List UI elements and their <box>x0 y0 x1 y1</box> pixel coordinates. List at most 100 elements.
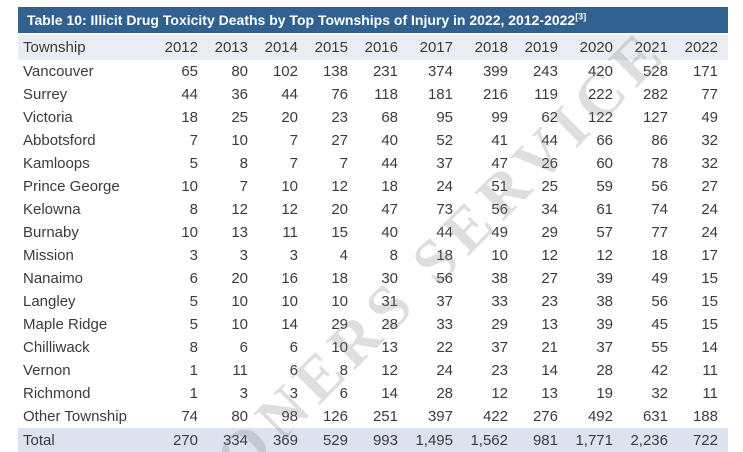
township-cell: Victoria <box>23 109 73 126</box>
column-header-2013: 2013 <box>214 39 248 56</box>
value-cell: 76 <box>331 86 348 103</box>
value-cell: 10 <box>181 224 198 241</box>
column-header-2020: 2020 <box>579 39 613 56</box>
value-cell: 77 <box>651 224 668 241</box>
value-cell: 12 <box>596 247 613 264</box>
value-cell: 32 <box>651 385 668 402</box>
column-header-2022: 2022 <box>684 39 718 56</box>
value-cell: 44 <box>436 224 453 241</box>
value-cell: 51 <box>491 178 508 195</box>
value-cell: 20 <box>331 201 348 218</box>
value-cell: 95 <box>436 109 453 126</box>
value-cell: 6 <box>239 339 248 356</box>
value-cell: 30 <box>381 270 398 287</box>
value-cell: 60 <box>596 155 613 172</box>
value-cell: 12 <box>231 201 248 218</box>
total-value-cell: 270 <box>172 431 198 449</box>
value-cell: 10 <box>231 293 248 310</box>
value-cell: 7 <box>289 132 298 149</box>
value-cell: 8 <box>239 155 248 172</box>
value-cell: 99 <box>491 109 508 126</box>
value-cell: 29 <box>491 316 508 333</box>
township-cell: Other Township <box>23 408 127 425</box>
value-cell: 49 <box>701 109 718 126</box>
value-cell: 40 <box>381 224 398 241</box>
value-cell: 57 <box>596 224 613 241</box>
value-cell: 6 <box>289 339 298 356</box>
value-cell: 74 <box>181 408 198 425</box>
column-header-township: Township <box>23 39 86 56</box>
value-cell: 39 <box>596 316 613 333</box>
value-cell: 74 <box>651 201 668 218</box>
value-cell: 28 <box>596 362 613 379</box>
value-cell: 39 <box>596 270 613 287</box>
value-cell: 28 <box>436 385 453 402</box>
value-cell: 14 <box>281 316 298 333</box>
value-cell: 6 <box>189 270 198 287</box>
value-cell: 40 <box>381 132 398 149</box>
table-row: Maple Ridge 5 10 14 29 28 33 29 13 39 45 15 <box>18 313 728 336</box>
value-cell: 171 <box>692 63 718 80</box>
value-cell: 5 <box>189 293 198 310</box>
township-cell: Kamloops <box>23 155 90 172</box>
value-cell: 25 <box>541 178 558 195</box>
value-cell: 1 <box>189 362 198 379</box>
value-cell: 10 <box>231 132 248 149</box>
value-cell: 45 <box>651 316 668 333</box>
table-title-footnote-marker: [3] <box>575 11 587 22</box>
value-cell: 56 <box>491 201 508 218</box>
table-row: Burnaby 10 13 11 15 40 44 49 29 57 77 24 <box>18 221 728 244</box>
township-cell: Burnaby <box>23 224 79 241</box>
table-10-block: Table 10: Illicit Drug Toxicity Deaths b… <box>18 7 728 452</box>
table-header-row: Township 2012 2013 2014 2015 2016 2017 2… <box>18 35 728 60</box>
column-header-2014: 2014 <box>264 39 298 56</box>
value-cell: 422 <box>482 408 508 425</box>
value-cell: 127 <box>642 109 668 126</box>
value-cell: 36 <box>231 86 248 103</box>
value-cell: 3 <box>189 247 198 264</box>
value-cell: 18 <box>381 178 398 195</box>
value-cell: 6 <box>339 385 348 402</box>
table-body: Vancouver 65 80 102 138 231 374 399 243 420 528 171… <box>18 60 728 452</box>
value-cell: 420 <box>587 63 613 80</box>
column-header-2018: 2018 <box>474 39 508 56</box>
value-cell: 18 <box>331 270 348 287</box>
value-cell: 7 <box>289 155 298 172</box>
value-cell: 3 <box>239 247 248 264</box>
value-cell: 23 <box>541 293 558 310</box>
value-cell: 33 <box>491 293 508 310</box>
value-cell: 34 <box>541 201 558 218</box>
value-cell: 26 <box>541 155 558 172</box>
value-cell: 11 <box>282 224 298 241</box>
value-cell: 13 <box>541 316 558 333</box>
value-cell: 32 <box>701 132 718 149</box>
value-cell: 216 <box>482 86 508 103</box>
table-row: Prince George 10 7 10 12 18 24 51 25 59 56 27 <box>18 175 728 198</box>
column-header-2016: 2016 <box>364 39 398 56</box>
value-cell: 98 <box>281 408 298 425</box>
township-cell: Surrey <box>23 86 68 103</box>
value-cell: 3 <box>289 247 298 264</box>
value-cell: 15 <box>331 224 348 241</box>
toxicity-deaths-table: Township 2012 2013 2014 2015 2016 2017 2… <box>18 35 728 452</box>
value-cell: 18 <box>181 109 198 126</box>
value-cell: 397 <box>427 408 453 425</box>
value-cell: 18 <box>436 247 453 264</box>
value-cell: 10 <box>491 247 508 264</box>
value-cell: 8 <box>189 201 198 218</box>
value-cell: 118 <box>374 86 398 103</box>
value-cell: 56 <box>651 178 668 195</box>
total-value-cell: 369 <box>272 431 298 449</box>
value-cell: 27 <box>331 132 348 149</box>
township-cell: Richmond <box>23 385 91 402</box>
value-cell: 18 <box>651 247 668 264</box>
value-cell: 52 <box>436 132 453 149</box>
value-cell: 102 <box>272 63 298 80</box>
value-cell: 11 <box>702 385 718 402</box>
table-row: Chilliwack 8 6 6 10 13 22 37 21 37 55 14 <box>18 336 728 359</box>
value-cell: 31 <box>381 293 398 310</box>
table-row: Nanaimo 6 20 16 18 30 56 38 27 39 49 15 <box>18 267 728 290</box>
value-cell: 27 <box>541 270 558 287</box>
table-row: Other Township 74 80 98 126 251 397 422 276 492 63… <box>18 405 728 428</box>
